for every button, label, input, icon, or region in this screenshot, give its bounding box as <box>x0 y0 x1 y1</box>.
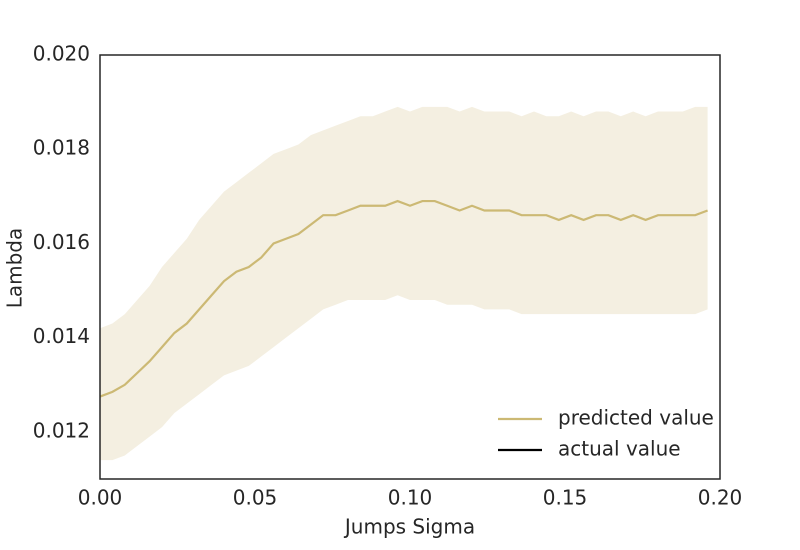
x-axis-label: Jumps Sigma <box>343 515 475 539</box>
x-tick-label: 0.15 <box>543 486 588 510</box>
y-tick-label: 0.014 <box>33 324 90 348</box>
plot-frame <box>99 54 721 480</box>
y-tick-label: 0.020 <box>33 42 90 66</box>
x-tick-label: 0.20 <box>698 486 743 510</box>
confidence-band <box>100 106 708 461</box>
y-tick-label: 0.018 <box>33 136 90 160</box>
x-tick-label: 0.10 <box>388 486 433 510</box>
legend-label: actual value <box>558 437 681 461</box>
x-tick-label: 0.00 <box>78 486 123 510</box>
legend-label: predicted value <box>558 406 714 430</box>
y-axis-label: Lambda <box>3 228 27 309</box>
line <box>99 199 708 398</box>
y-tick-label: 0.012 <box>33 418 90 442</box>
y-tick-label: 0.016 <box>33 230 90 254</box>
x-tick-label: 0.05 <box>233 486 278 510</box>
